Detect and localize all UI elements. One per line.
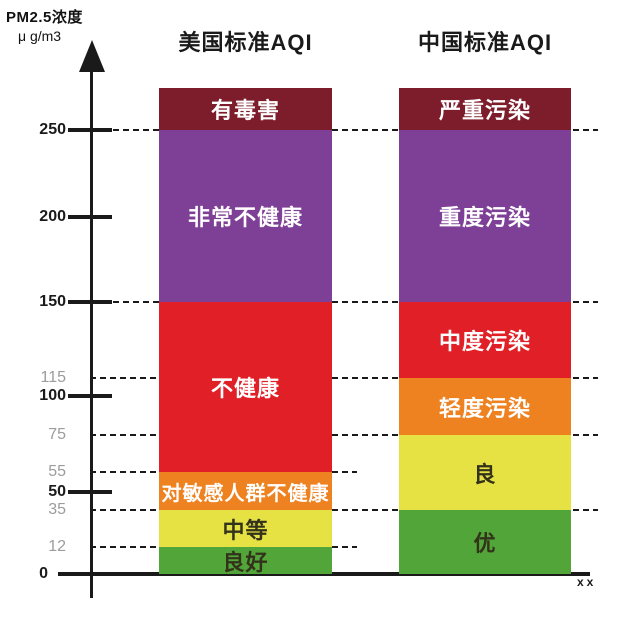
segment-label: 良: [473, 461, 497, 487]
x-axis-baseline: [58, 572, 590, 576]
segment-label: 严重污染: [438, 98, 531, 123]
reference-dash-35-left: [90, 509, 159, 511]
bar-segment-cn-严重污染: 严重污染: [399, 88, 571, 130]
y-axis-unit: μ g/m3: [18, 28, 62, 44]
reference-dash-250-left: [113, 129, 159, 131]
y-tick-label-50: 50: [48, 483, 66, 500]
y-tick-mark-100: [68, 394, 112, 398]
reference-dash-150-mid: [332, 301, 399, 303]
segment-label: 优: [473, 531, 497, 556]
y-axis-title-line1: PM2.5浓度: [6, 9, 83, 26]
reference-dash-35-right: [573, 509, 598, 511]
segment-label: 良好: [222, 549, 269, 575]
y-tick-label-55: 55: [48, 463, 66, 480]
y-tick-label-115: 115: [40, 369, 66, 386]
y-tick-mark-50: [68, 490, 112, 494]
reference-dash-12-midstub: [332, 546, 357, 548]
reference-dash-35-mid: [332, 509, 399, 511]
bar-segment-us-中等: 中等: [159, 510, 332, 547]
y-axis-title: PM2.5浓度 μ g/m3: [6, 6, 83, 44]
bar-segment-cn-优: 优: [399, 510, 571, 574]
reference-dash-150-left: [113, 301, 159, 303]
y-tick-label-100: 100: [39, 387, 66, 404]
y-axis-arrow-icon: [79, 40, 105, 72]
segment-label: 中等: [222, 517, 269, 543]
segment-label: 不健康: [210, 376, 280, 401]
reference-dash-115-mid: [332, 377, 399, 379]
y-tick-label-250: 250: [39, 121, 66, 138]
y-tick-mark-250: [68, 128, 112, 132]
reference-dash-75-left: [90, 434, 159, 436]
y-tick-label-12: 12: [48, 538, 66, 555]
segment-label: 非常不健康: [187, 205, 303, 230]
bar-segment-cn-重度污染: 重度污染: [399, 130, 571, 302]
segment-label: 中度污染: [438, 329, 531, 354]
segment-label: 重度污染: [438, 205, 531, 230]
bar-segment-us-对敏感人群不健康: 对敏感人群不健康: [159, 472, 332, 510]
reference-dash-150-right: [573, 301, 598, 303]
reference-dash-115-left: [90, 377, 159, 379]
bar-segment-us-不健康: 不健康: [159, 302, 332, 472]
bar-segment-us-有毒害: 有毒害: [159, 88, 332, 130]
bar-segment-cn-良: 良: [399, 435, 571, 510]
bar-segment-us-良好: 良好: [159, 547, 332, 575]
bar-segment-cn-轻度污染: 轻度污染: [399, 378, 571, 435]
reference-dash-115-right: [573, 377, 598, 379]
segment-label: 轻度污染: [438, 395, 531, 421]
y-tick-mark-150: [68, 300, 112, 304]
bar-segment-cn-中度污染: 中度污染: [399, 302, 571, 378]
us-column-title: 美国标准AQI: [178, 30, 313, 55]
reference-dash-250-mid: [332, 129, 399, 131]
y-tick-label-0: 0: [39, 565, 48, 582]
y-tick-label-150: 150: [39, 293, 66, 310]
y-axis-line: [90, 68, 93, 598]
y-tick-mark-200: [68, 215, 112, 219]
reference-dash-75-right: [573, 434, 598, 436]
reference-dash-75-mid: [332, 434, 399, 436]
reference-dash-55-left: [90, 471, 159, 473]
y-tick-label-75: 75: [48, 426, 66, 443]
bar-segment-us-非常不健康: 非常不健康: [159, 130, 332, 302]
cn-column-title: 中国标准AQI: [417, 30, 553, 55]
x-axis-end-label: xx: [577, 575, 597, 589]
reference-dash-12-left: [90, 546, 159, 548]
y-tick-label-35: 35: [48, 501, 66, 518]
reference-dash-250-right: [573, 129, 598, 131]
segment-label: 对敏感人群不健康: [161, 482, 330, 505]
reference-dash-55-midstub: [332, 471, 357, 473]
y-tick-label-200: 200: [39, 208, 66, 225]
segment-label: 有毒害: [210, 98, 280, 123]
